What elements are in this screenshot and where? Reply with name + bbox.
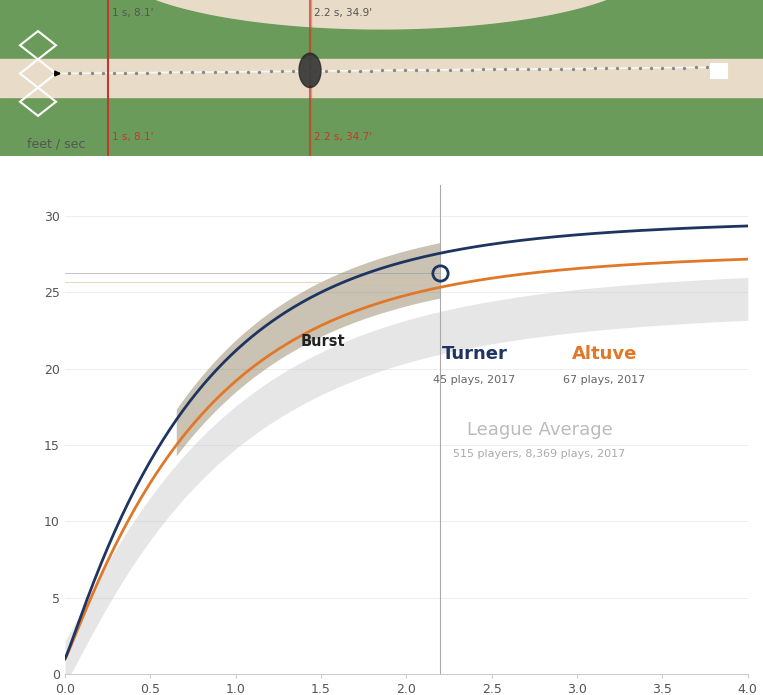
Text: League Average: League Average (467, 420, 613, 439)
Polygon shape (0, 0, 763, 60)
Text: 2.2 s, 34.9': 2.2 s, 34.9' (314, 8, 372, 18)
Bar (0, 60, 763, 97)
Text: Turner: Turner (442, 345, 507, 363)
Text: 45 plays, 2017: 45 plays, 2017 (433, 375, 516, 386)
Text: 515 players, 8,369 plays, 2017: 515 players, 8,369 plays, 2017 (453, 450, 626, 459)
Text: 1 s, 8.1': 1 s, 8.1' (112, 8, 153, 18)
Text: 67 plays, 2017: 67 plays, 2017 (563, 375, 645, 386)
Ellipse shape (301, 56, 319, 85)
Bar (710, 63, 727, 78)
Text: 2.2 s, 34.7': 2.2 s, 34.7' (314, 132, 372, 142)
Text: Burst: Burst (301, 334, 345, 349)
Polygon shape (0, 97, 763, 192)
Text: Altuve: Altuve (571, 345, 637, 363)
Text: feet / sec: feet / sec (27, 137, 85, 150)
Ellipse shape (299, 54, 321, 88)
Text: 1 s, 8.1': 1 s, 8.1' (112, 132, 153, 142)
